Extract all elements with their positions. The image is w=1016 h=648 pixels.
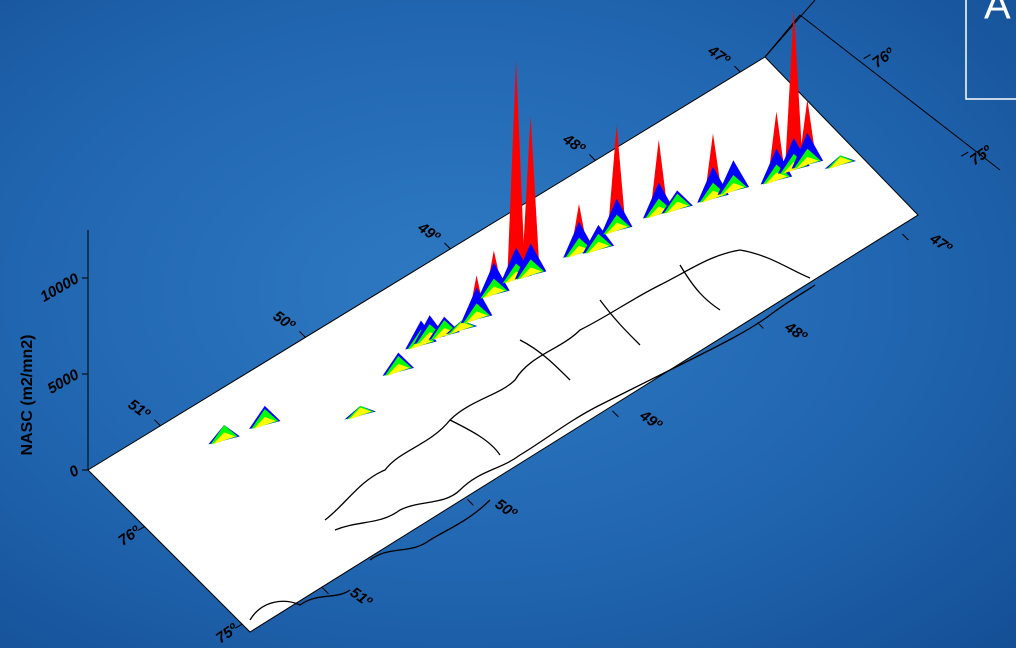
lon-tick: [137, 526, 145, 532]
lat-tick: [757, 322, 764, 329]
lon-tick: [234, 623, 243, 629]
spike-band: [387, 363, 410, 376]
spike-band: [765, 172, 788, 185]
spike: [521, 116, 540, 279]
spike-band: [482, 286, 506, 299]
panel-label: A: [984, 0, 1011, 28]
lat-tick: [612, 410, 619, 418]
lat-tick: [444, 242, 451, 250]
spike-band: [212, 432, 236, 445]
lat-tick: [734, 65, 741, 73]
lat-tick: [299, 330, 306, 338]
spike-band: [567, 245, 591, 258]
spike-band: [450, 322, 473, 335]
spike-band: [722, 183, 745, 196]
spike-band: [665, 201, 689, 214]
z-axis-label: NASC (m2/mn2): [19, 335, 36, 456]
coastline: [249, 249, 816, 621]
lat-tick: [467, 498, 474, 506]
spike: [507, 60, 526, 283]
spike: [607, 125, 626, 234]
spike-band: [465, 311, 488, 324]
lon-tick: [960, 151, 969, 157]
spike-band: [605, 222, 628, 235]
lat-tick: [322, 587, 329, 595]
lat-tick: [902, 233, 909, 241]
lat-tick: [589, 154, 596, 161]
lon-tick: [863, 54, 871, 60]
panel-box: [965, 0, 1016, 100]
spike-band: [253, 417, 277, 430]
spike-band: [519, 267, 542, 280]
spike-band: [348, 407, 372, 420]
spike-band: [829, 157, 852, 170]
map-plane: [87, 56, 919, 633]
box-edge: [799, 14, 1001, 171]
spike-band: [796, 156, 819, 169]
box-edge: [764, 0, 816, 58]
spike-band: [587, 241, 610, 254]
spike: [784, 10, 803, 173]
lat-tick: [154, 419, 161, 427]
